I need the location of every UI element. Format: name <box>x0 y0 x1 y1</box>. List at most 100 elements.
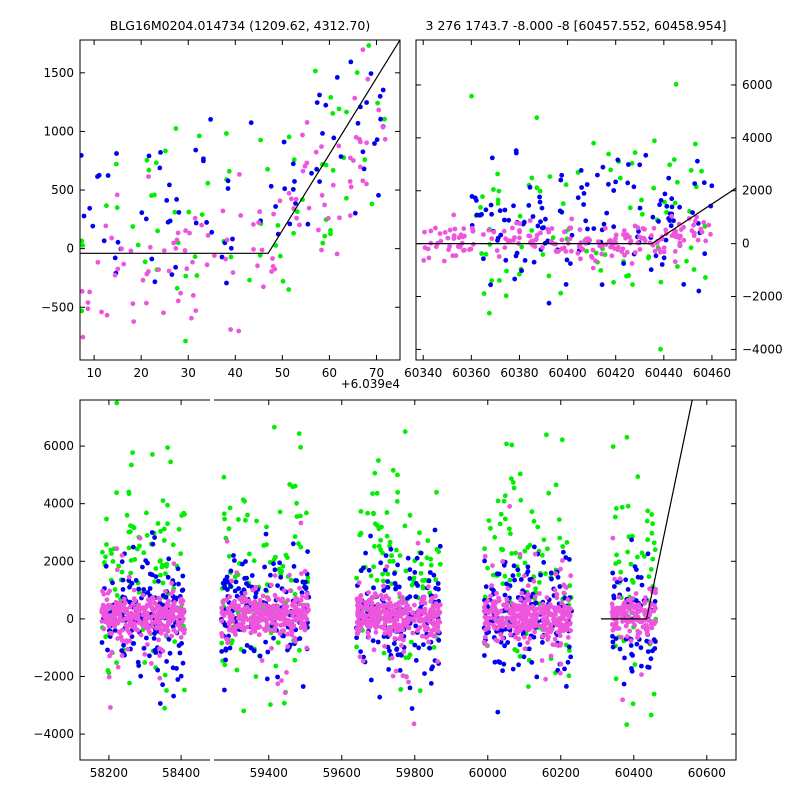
data-point-magenta <box>170 617 176 623</box>
panel-1-ytick-label: 6000 <box>742 78 773 92</box>
data-point-green <box>271 557 277 562</box>
data-point-green <box>375 100 380 106</box>
data-point-magenta <box>506 622 512 628</box>
data-point-blue <box>650 648 655 654</box>
x-offset-label: +6.039e4 <box>341 377 400 391</box>
data-point-blue <box>526 203 532 208</box>
model-line <box>80 40 400 254</box>
data-point-green <box>433 577 439 583</box>
data-point-blue <box>497 208 503 214</box>
data-point-magenta <box>481 608 487 614</box>
data-point-green <box>294 514 300 519</box>
data-point-magenta <box>147 630 153 636</box>
data-point-green <box>645 537 651 543</box>
data-point-blue <box>240 561 245 567</box>
data-point-green <box>630 282 635 287</box>
data-point-magenta <box>319 247 324 253</box>
data-point-green <box>529 509 535 515</box>
data-point-magenta <box>389 655 395 661</box>
data-point-magenta <box>182 248 188 253</box>
data-point-magenta <box>204 262 210 268</box>
data-point-magenta <box>428 631 434 636</box>
data-point-magenta <box>293 196 299 202</box>
data-point-magenta <box>530 238 535 244</box>
data-point-blue <box>151 636 157 641</box>
data-point-magenta <box>119 246 124 252</box>
data-point-magenta <box>257 597 263 603</box>
data-point-magenta <box>647 240 653 246</box>
data-point-magenta <box>300 603 306 608</box>
data-point-magenta <box>489 236 495 242</box>
data-point-blue <box>613 636 619 641</box>
data-point-blue <box>613 179 618 185</box>
data-point-green <box>624 722 630 727</box>
data-point-blue <box>99 640 105 645</box>
data-point-blue <box>648 656 654 662</box>
data-point-green <box>507 577 513 583</box>
data-point-magenta <box>579 246 584 251</box>
data-point-blue <box>153 574 159 579</box>
data-point-green <box>381 650 387 656</box>
data-point-magenta <box>256 632 262 638</box>
data-point-green <box>135 242 141 248</box>
data-point-magenta <box>237 172 242 177</box>
data-point-blue <box>141 587 147 592</box>
data-point-magenta <box>112 624 117 629</box>
data-point-blue <box>488 282 493 288</box>
data-point-green <box>502 493 508 499</box>
data-point-blue <box>634 641 640 647</box>
data-point-magenta <box>543 676 548 682</box>
data-point-blue <box>147 571 153 577</box>
data-point-magenta <box>522 634 527 640</box>
data-point-blue <box>360 565 366 571</box>
data-point-magenta <box>264 622 270 627</box>
data-point-magenta <box>101 626 107 632</box>
data-point-magenta <box>234 570 240 575</box>
data-point-magenta <box>103 223 109 229</box>
data-point-magenta <box>178 596 184 602</box>
data-point-magenta <box>121 261 127 267</box>
data-point-magenta <box>282 690 288 696</box>
panel-1-ytick-label: −4000 <box>742 342 783 356</box>
data-point-green <box>103 554 108 560</box>
data-point-green <box>652 138 657 144</box>
data-point-green <box>385 571 391 577</box>
data-point-magenta <box>400 637 406 643</box>
data-point-green <box>650 521 655 527</box>
data-point-green <box>127 529 133 535</box>
data-point-blue <box>166 636 172 642</box>
data-point-green <box>160 498 166 503</box>
data-point-green <box>160 562 165 568</box>
data-point-magenta <box>115 266 121 272</box>
data-point-blue <box>294 578 300 584</box>
data-point-green <box>106 670 112 676</box>
data-point-blue <box>537 194 542 200</box>
data-point-green <box>128 570 134 576</box>
data-point-blue <box>225 178 231 184</box>
data-point-green <box>649 512 655 517</box>
data-point-green <box>152 192 157 198</box>
data-point-blue <box>643 152 649 158</box>
data-point-green <box>150 452 155 457</box>
data-point-green <box>703 275 708 280</box>
data-point-magenta <box>619 249 625 255</box>
data-point-blue <box>422 671 427 676</box>
data-point-blue <box>702 251 708 257</box>
data-point-blue <box>263 587 269 593</box>
panel-bottom-xtick-label: 59600 <box>323 766 361 780</box>
data-point-magenta <box>558 566 563 572</box>
data-point-green <box>469 93 474 99</box>
data-point-magenta <box>152 600 158 606</box>
data-point-magenta <box>615 606 621 611</box>
data-point-magenta <box>496 254 502 259</box>
data-point-magenta <box>170 588 176 594</box>
data-point-magenta <box>268 582 274 588</box>
data-point-blue <box>176 210 182 215</box>
data-point-blue <box>376 192 381 198</box>
data-point-magenta <box>114 546 120 552</box>
data-point-magenta <box>108 705 113 710</box>
data-point-magenta <box>590 247 596 253</box>
data-point-green <box>628 561 634 567</box>
data-point-magenta <box>169 580 175 586</box>
